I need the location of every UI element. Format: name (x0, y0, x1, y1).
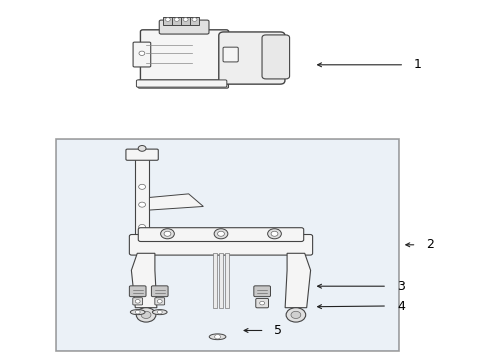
Circle shape (157, 310, 162, 314)
Circle shape (139, 202, 146, 207)
Ellipse shape (152, 310, 167, 315)
FancyBboxPatch shape (159, 20, 209, 34)
Ellipse shape (130, 310, 145, 315)
Circle shape (291, 311, 301, 319)
Circle shape (260, 301, 265, 305)
Bar (219, 253, 223, 308)
Text: 3: 3 (397, 280, 405, 293)
Circle shape (183, 18, 188, 21)
Bar (181, 17, 191, 24)
FancyBboxPatch shape (129, 286, 146, 297)
FancyBboxPatch shape (133, 42, 151, 67)
Circle shape (157, 300, 162, 303)
FancyBboxPatch shape (223, 47, 238, 62)
Polygon shape (149, 194, 203, 210)
FancyBboxPatch shape (136, 80, 227, 87)
FancyBboxPatch shape (133, 298, 143, 305)
Circle shape (166, 18, 171, 21)
FancyBboxPatch shape (151, 286, 168, 297)
FancyBboxPatch shape (219, 32, 285, 84)
Circle shape (268, 229, 281, 239)
Circle shape (135, 300, 140, 303)
Circle shape (139, 51, 145, 55)
FancyBboxPatch shape (141, 30, 229, 84)
Circle shape (135, 310, 140, 314)
Circle shape (286, 308, 306, 322)
Bar (172, 17, 182, 24)
Circle shape (271, 231, 278, 236)
Circle shape (141, 311, 151, 319)
Circle shape (174, 18, 179, 21)
Bar (163, 17, 173, 24)
Circle shape (139, 184, 146, 189)
Circle shape (192, 18, 197, 21)
Text: 1: 1 (414, 58, 422, 71)
FancyBboxPatch shape (138, 80, 228, 88)
Circle shape (161, 229, 174, 239)
Bar (135, 156, 149, 245)
FancyBboxPatch shape (256, 298, 269, 308)
Circle shape (215, 334, 220, 339)
Circle shape (138, 145, 146, 151)
Bar (225, 253, 229, 308)
FancyBboxPatch shape (262, 35, 290, 79)
Circle shape (139, 224, 146, 229)
Bar (56, 139, 399, 351)
Circle shape (214, 229, 228, 239)
Circle shape (136, 308, 156, 322)
Text: 2: 2 (426, 238, 434, 251)
FancyBboxPatch shape (129, 234, 313, 255)
FancyBboxPatch shape (155, 298, 165, 305)
Bar (190, 17, 199, 24)
Text: 4: 4 (397, 300, 405, 312)
Polygon shape (131, 253, 157, 308)
Text: 5: 5 (274, 324, 282, 337)
Circle shape (218, 231, 224, 236)
Bar (213, 253, 217, 308)
FancyBboxPatch shape (126, 149, 158, 160)
FancyBboxPatch shape (138, 228, 304, 242)
FancyBboxPatch shape (254, 286, 270, 297)
Ellipse shape (209, 334, 226, 339)
Circle shape (164, 231, 171, 236)
Polygon shape (285, 253, 311, 308)
